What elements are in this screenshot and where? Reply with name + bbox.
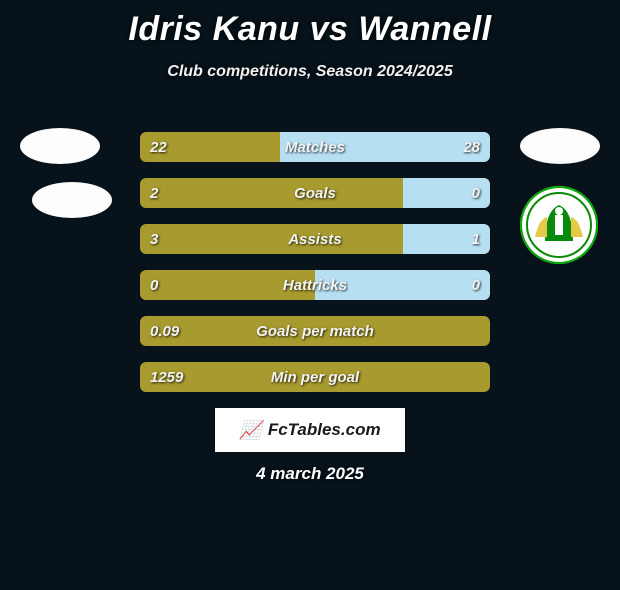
- page-subtitle: Club competitions, Season 2024/2025: [0, 63, 620, 81]
- brand-text: FcTables.com: [268, 420, 381, 440]
- right-team-logo-1: [520, 128, 600, 164]
- club-crest-icon: [525, 191, 593, 259]
- left-team-logo-2: [32, 182, 112, 218]
- comparison-rows: 2228Matches 20Goals 31Assists 00Hattricks 0.…: [140, 132, 490, 408]
- comparison-row: 2228Matches: [140, 132, 490, 162]
- comparison-row: 00Hattricks: [140, 270, 490, 300]
- brand-chart-icon: 📈: [239, 420, 261, 441]
- brand-badge: 📈 FcTables.com: [215, 408, 405, 452]
- footer-date: 4 march 2025: [0, 464, 620, 484]
- right-team-crest: [520, 186, 598, 264]
- comparison-row: 1259Min per goal: [140, 362, 490, 392]
- row-label: Goals: [140, 178, 490, 208]
- comparison-row: 20Goals: [140, 178, 490, 208]
- row-label: Matches: [140, 132, 490, 162]
- row-label: Assists: [140, 224, 490, 254]
- left-team-logo-1: [20, 128, 100, 164]
- row-label: Hattricks: [140, 270, 490, 300]
- comparison-row: 31Assists: [140, 224, 490, 254]
- row-label: Min per goal: [140, 362, 490, 392]
- row-label: Goals per match: [140, 316, 490, 346]
- page-title: Idris Kanu vs Wannell: [0, 10, 620, 49]
- comparison-row: 0.09Goals per match: [140, 316, 490, 346]
